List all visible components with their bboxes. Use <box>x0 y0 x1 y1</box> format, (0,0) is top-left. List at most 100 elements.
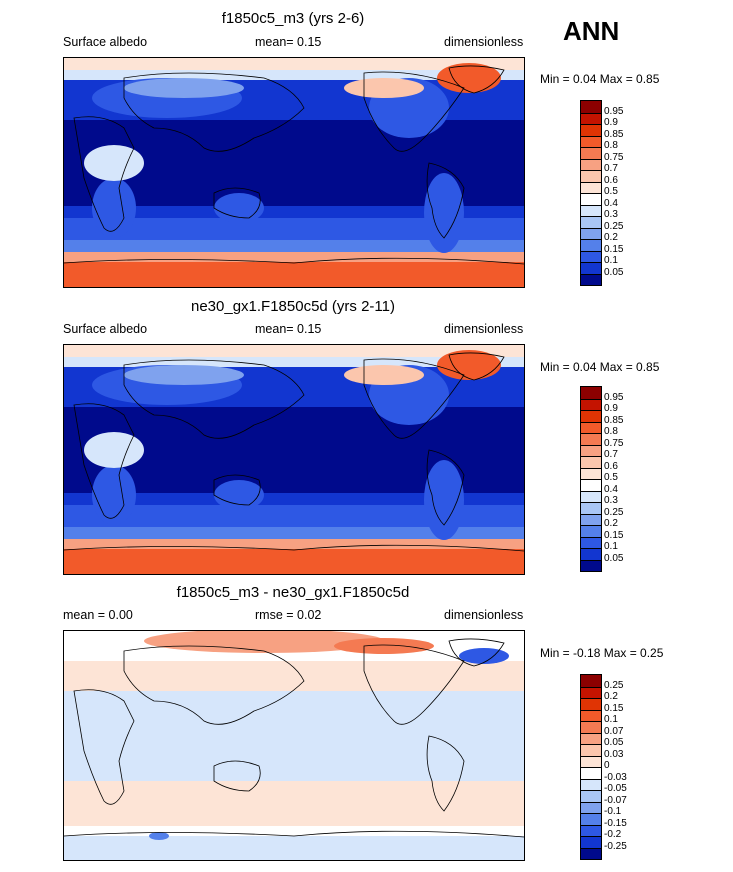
colorbar-cell <box>581 479 601 491</box>
panel-2-map <box>63 344 525 575</box>
greenland <box>437 63 501 93</box>
colorbar-cell <box>581 778 601 790</box>
northern-positive-band <box>64 661 524 691</box>
colorbar-cell <box>581 124 601 136</box>
colorbar-cell <box>581 433 601 445</box>
panel-1-minmax: Min = 0.04 Max = 0.85 <box>540 72 660 86</box>
north-america-outline <box>363 644 465 725</box>
colorbar-tick-label: 0.2 <box>604 518 618 529</box>
colorbar-tick-label: 0.2 <box>604 691 618 702</box>
colorbar-tick-label: 0.25 <box>604 679 624 691</box>
colorbar-tick-label: 0.3 <box>604 209 618 220</box>
panel-1-title: f1850c5_m3 (yrs 2-6) <box>221 10 365 27</box>
colorbar-tick-label: 0.85 <box>604 128 624 140</box>
antarctica <box>64 549 524 574</box>
arctic-positive <box>144 631 384 653</box>
panel-2-title: ne30_gx1.F1850c5d (yrs 2-11) <box>190 298 395 315</box>
panel-3-minmax: Min = -0.18 Max = 0.25 <box>540 646 664 660</box>
panel-3-right-label: dimensionless <box>444 608 524 622</box>
australia-outline <box>213 474 261 506</box>
colorbar-tick-label: 0.03 <box>604 748 624 760</box>
colorbar-cell <box>581 548 601 560</box>
colorbar-cell <box>581 456 601 468</box>
colorbar-cell <box>581 755 601 767</box>
colorbar-cell <box>581 847 601 859</box>
colorbar-cell <box>581 170 601 182</box>
antarctic-negative-band <box>64 836 524 860</box>
colorbar-cell <box>581 490 601 502</box>
panel-1-center-label: mean= 0.15 <box>255 35 322 49</box>
colorbar-cell <box>581 502 601 514</box>
panel-1-left-label: Surface albedo <box>63 35 148 49</box>
colorbar-tick-label: 0.15 <box>604 243 624 255</box>
colorbar-cell <box>581 250 601 262</box>
antarctica-outline <box>64 830 524 838</box>
panel-2-colorbar <box>580 386 602 572</box>
colorbar-tick-label: 0.95 <box>604 105 624 117</box>
panel-1-map <box>63 57 525 288</box>
colorbar-tick-label: 0.05 <box>604 266 624 278</box>
colorbar-tick-label: 0 <box>604 760 610 771</box>
colorbar-cell <box>581 101 601 113</box>
colorbar-cell <box>581 193 601 205</box>
colorbar-cell <box>581 836 601 848</box>
greenland <box>437 350 501 380</box>
eurasia-outline <box>123 645 305 725</box>
colorbar-cell <box>581 239 601 251</box>
colorbar-cell <box>581 112 601 124</box>
colorbar-cell <box>581 767 601 779</box>
panel-3-center-label: rmse = 0.02 <box>255 608 322 622</box>
panel-2-left-label: Surface albedo <box>63 322 148 336</box>
colorbar-tick-label: -0.03 <box>604 771 627 783</box>
panel-2-map-svg <box>64 345 524 574</box>
colorbar-tick-label: 0.05 <box>604 737 624 748</box>
australia-outline <box>213 760 261 792</box>
arctic-ice <box>64 58 524 70</box>
southern-positive-band <box>64 781 524 826</box>
colorbar-cell <box>581 204 601 216</box>
colorbar-cell <box>581 686 601 698</box>
south-america-outline <box>426 735 465 812</box>
south-america-outline <box>426 449 465 526</box>
sea-ice-south <box>64 539 524 549</box>
colorbar-cell <box>581 227 601 239</box>
africa-outline <box>73 116 135 232</box>
africa <box>92 178 136 238</box>
colorbar-tick-label: 0.2 <box>604 232 618 243</box>
colorbar-cell <box>581 273 601 285</box>
colorbar-tick-label: 0.25 <box>604 220 624 232</box>
colorbar-tick-label: 0.9 <box>604 403 618 414</box>
colorbar-tick-label: 0.85 <box>604 414 624 426</box>
colorbar-tick-label: 0.75 <box>604 151 624 163</box>
australia <box>214 480 264 510</box>
eurasia-outline <box>123 72 305 152</box>
panel-2-right-label: dimensionless <box>444 322 524 336</box>
colorbar-tick-label: 0.6 <box>604 460 618 472</box>
south-america-outline <box>426 162 465 239</box>
antarctica-outline <box>64 544 524 552</box>
colorbar-tick-label: 0.25 <box>604 506 624 518</box>
colorbar-tick-label: 0.95 <box>604 391 624 403</box>
colorbar-tick-label: 0.1 <box>604 714 618 725</box>
colorbar-cell <box>581 536 601 548</box>
colorbar-tick-label: 0.7 <box>604 449 618 460</box>
colorbar-cell <box>581 525 601 537</box>
colorbar-cell <box>581 709 601 721</box>
north-america-outline <box>363 358 465 439</box>
colorbar-cell <box>581 181 601 193</box>
colorbar-cell <box>581 721 601 733</box>
colorbar-tick-label: 0.15 <box>604 702 624 714</box>
panel-3-map-svg <box>64 631 524 860</box>
arctic-ice <box>64 345 524 357</box>
colorbar-tick-label: -0.05 <box>604 783 627 794</box>
greenland-negative <box>459 648 509 664</box>
africa-outline <box>73 403 135 519</box>
colorbar-tick-label: 0.05 <box>604 552 624 564</box>
panel-1-map-svg <box>64 58 524 287</box>
colorbar-cell <box>581 732 601 744</box>
colorbar-cell <box>581 801 601 813</box>
panel-1-colorbar <box>580 100 602 286</box>
colorbar-tick-label: 0.4 <box>604 483 618 495</box>
colorbar-cell <box>581 744 601 756</box>
colorbar-cell <box>581 513 601 525</box>
